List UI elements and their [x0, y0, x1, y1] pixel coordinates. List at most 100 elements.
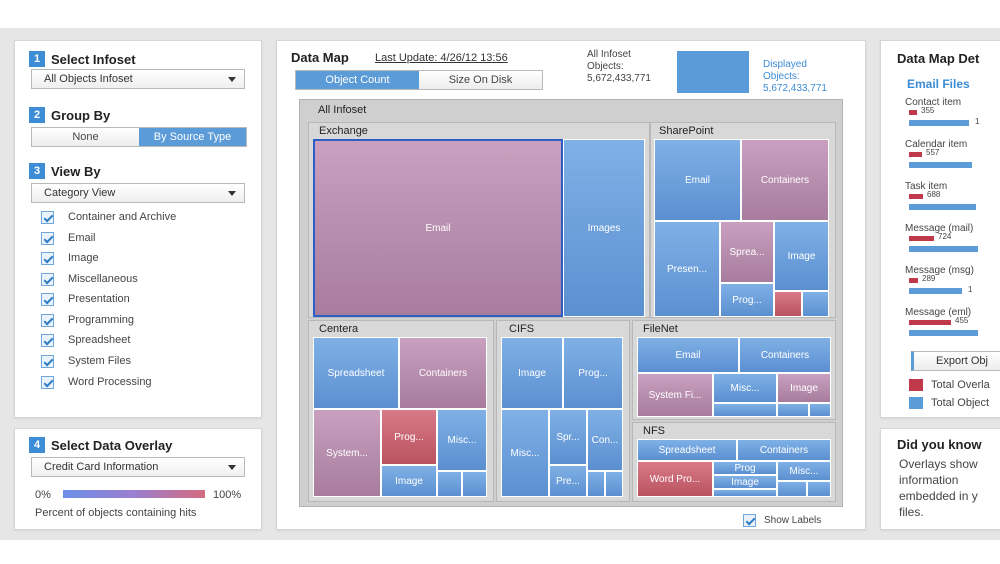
export-button[interactable]: Export Obj [911, 351, 1000, 371]
tile-email[interactable]: Email [654, 139, 741, 221]
tile-image[interactable]: Image [381, 465, 437, 497]
tab-size-on-disk[interactable]: Size On Disk [419, 71, 542, 89]
category-item[interactable]: Image [41, 251, 99, 265]
checkbox[interactable] [743, 514, 756, 527]
category-item[interactable]: Presentation [41, 292, 130, 306]
overlay-hits-bar[interactable] [909, 194, 923, 199]
category-item[interactable]: Programming [41, 313, 134, 327]
overlay-hits-value: 557 [926, 148, 940, 157]
category-label: Spreadsheet [68, 334, 131, 346]
tip-line: files. [899, 505, 924, 519]
category-item[interactable]: Email [41, 231, 96, 245]
group-nfs[interactable]: NFS Spreadsheet Containers Word Pro... P… [632, 422, 836, 502]
tile-containers[interactable]: Containers [399, 337, 487, 409]
tile-small[interactable] [462, 471, 487, 497]
tile-small[interactable] [774, 291, 802, 317]
tile-containers[interactable]: Containers [741, 139, 829, 221]
checkbox[interactable] [41, 251, 54, 265]
checkbox[interactable] [41, 375, 54, 389]
overlay-select[interactable]: Credit Card Information [31, 457, 245, 477]
infoset-select[interactable]: All Objects Infoset [31, 69, 245, 89]
tile-spreadsheet[interactable]: Sprea... [720, 221, 774, 283]
tile-small[interactable] [809, 403, 831, 417]
tile-programming[interactable]: Prog... [720, 283, 774, 317]
group-cifs[interactable]: CIFS Image Prog... Misc... Spr... Con...… [496, 320, 630, 502]
group-filenet[interactable]: FileNet Email Containers System Fi... Mi… [632, 320, 836, 420]
tile-images[interactable]: Images [563, 139, 645, 317]
tile-label: Prog [734, 462, 756, 474]
tile-system[interactable]: System... [313, 409, 381, 497]
total-objects-bar[interactable] [909, 288, 962, 294]
category-item[interactable]: Container and Archive [41, 210, 176, 224]
tile-spreadsheet[interactable]: Spreadsheet [313, 337, 399, 409]
checkbox[interactable] [41, 333, 54, 347]
overlay-hits-bar[interactable] [909, 110, 917, 115]
tile-label: Spreadsheet [327, 367, 385, 379]
category-item[interactable]: Spreadsheet [41, 333, 130, 347]
overlay-hits-value: 289 [922, 274, 936, 283]
tile-word-processing[interactable]: Word Pro... [637, 461, 713, 497]
show-labels-toggle[interactable]: Show Labels [743, 514, 821, 527]
overlay-hits-bar[interactable] [909, 320, 951, 325]
tile-label: Misc... [730, 382, 760, 394]
group-sharepoint[interactable]: SharePoint Email Containers Presen... Sp… [650, 122, 836, 318]
total-objects-bar[interactable] [909, 120, 969, 126]
view-by-select[interactable]: Category View [31, 183, 245, 203]
tile-spreadsheet[interactable]: Spr... [549, 409, 587, 465]
tile-presentation[interactable]: Presen... [654, 221, 720, 317]
tile-misc[interactable]: Misc... [437, 409, 487, 471]
overlay-hits-bar[interactable] [909, 236, 934, 241]
tile-spreadsheet[interactable]: Spreadsheet [637, 439, 737, 461]
tile-small[interactable] [713, 489, 777, 497]
tile-programming[interactable]: Prog... [381, 409, 437, 465]
group-by-source-option[interactable]: By Source Type [139, 128, 246, 146]
checkbox[interactable] [41, 292, 54, 306]
tile-misc[interactable]: Misc... [501, 409, 549, 497]
category-item[interactable]: Miscellaneous [41, 272, 138, 286]
tile-system-files[interactable]: System Fi... [637, 373, 713, 417]
checkbox[interactable] [41, 354, 54, 368]
group-centera[interactable]: Centera Spreadsheet Containers System...… [308, 320, 494, 502]
overlay-hits-bar[interactable] [909, 152, 922, 157]
checkbox[interactable] [41, 210, 54, 224]
tile-small[interactable] [777, 403, 809, 417]
group-by-none-option[interactable]: None [32, 128, 139, 146]
overlay-hits-bar[interactable] [909, 278, 918, 283]
tile-containers[interactable]: Containers [737, 439, 831, 461]
tile-small[interactable] [807, 481, 831, 497]
group-exchange[interactable]: Exchange Email Images [308, 122, 650, 318]
tile-presentation[interactable]: Pre... [549, 465, 587, 497]
tab-object-count[interactable]: Object Count [296, 71, 419, 89]
total-objects-bar[interactable] [909, 162, 972, 168]
total-objects-bar[interactable] [909, 330, 978, 336]
tile-small[interactable] [713, 403, 777, 417]
tile-email[interactable]: Email [637, 337, 739, 373]
total-objects-bar[interactable] [909, 204, 976, 210]
last-update-link[interactable]: Last Update: 4/26/12 13:56 [375, 52, 508, 64]
category-item[interactable]: System Files [41, 354, 131, 368]
tile-label: Pre... [556, 475, 580, 487]
tile-containers[interactable]: Containers [739, 337, 831, 373]
category-item[interactable]: Word Processing [41, 375, 152, 389]
group-label: Exchange [319, 125, 368, 137]
tile-small[interactable] [802, 291, 829, 317]
tile-image[interactable]: Image [777, 373, 831, 403]
checkbox[interactable] [41, 313, 54, 327]
tile-misc[interactable]: Misc... [713, 373, 777, 403]
tile-small[interactable] [587, 471, 605, 497]
tile-misc[interactable]: Misc... [777, 461, 831, 481]
tile-image[interactable]: Image [774, 221, 829, 291]
tile-small[interactable] [437, 471, 462, 497]
tile-small[interactable] [605, 471, 623, 497]
checkbox[interactable] [41, 272, 54, 286]
checkbox[interactable] [41, 231, 54, 245]
step-1-badge: 1 [29, 51, 45, 67]
tile-email[interactable]: Email [313, 139, 563, 317]
tile-small[interactable] [777, 481, 807, 497]
tile-containers[interactable]: Con... [587, 409, 623, 471]
tile-image[interactable]: Image [501, 337, 563, 409]
total-objects-bar[interactable] [909, 246, 978, 252]
tile-programming[interactable]: Prog [713, 461, 777, 475]
tile-image[interactable]: Image [713, 475, 777, 489]
tile-programming[interactable]: Prog... [563, 337, 623, 409]
